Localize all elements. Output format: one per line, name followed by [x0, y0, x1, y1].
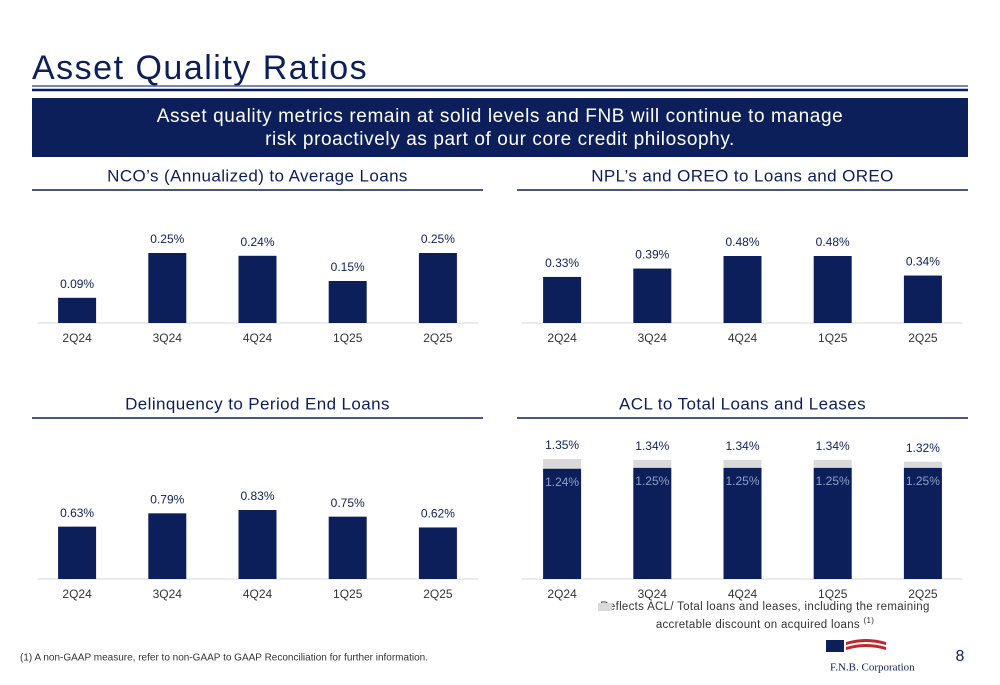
x-tick-label: 3Q24	[638, 587, 668, 601]
x-tick-label: 3Q24	[638, 331, 668, 345]
x-tick-label: 2Q24	[62, 331, 92, 345]
value-label: 0.25%	[150, 232, 184, 246]
value-label: 0.39%	[635, 248, 669, 262]
bar	[813, 467, 852, 579]
legend: Reflects ACL/ Total loans and leases, in…	[600, 600, 930, 632]
banner	[32, 98, 968, 157]
banner-line: risk proactively as part of our core cre…	[265, 129, 735, 150]
chart-title: ACL to Total Loans and Leases	[619, 394, 866, 413]
value-label: 1.35%	[545, 438, 579, 452]
value-label: 1.24%	[545, 475, 579, 489]
legend-note: (1)	[863, 616, 875, 625]
x-tick-label: 4Q24	[728, 331, 758, 345]
value-label: 1.34%	[816, 439, 850, 453]
value-label: 0.15%	[331, 260, 365, 274]
value-label: 1.25%	[816, 474, 850, 488]
x-tick-label: 2Q25	[908, 587, 938, 601]
value-label: 0.33%	[545, 256, 579, 270]
bar	[418, 253, 457, 323]
slide-title: Asset Quality Ratios	[32, 49, 368, 87]
x-tick-label: 1Q25	[333, 331, 363, 345]
chart-title: Delinquency to Period End Loans	[125, 394, 390, 413]
x-tick-label: 2Q25	[423, 331, 453, 345]
value-label: 1.34%	[635, 439, 669, 453]
value-label: 0.79%	[150, 492, 184, 506]
value-label: 1.25%	[725, 474, 759, 488]
value-label: 0.09%	[60, 277, 94, 291]
x-tick-label: 4Q24	[728, 587, 758, 601]
value-label: 0.75%	[331, 496, 365, 510]
bar	[633, 268, 672, 323]
bar	[238, 255, 277, 323]
chart-title: NPL’s and OREO to Loans and OREO	[591, 166, 894, 185]
bar	[58, 526, 97, 579]
value-label: 0.83%	[240, 489, 274, 503]
legend-swatch	[598, 603, 612, 611]
value-label: 0.62%	[421, 507, 455, 521]
bar	[328, 516, 367, 579]
page-number: 8	[956, 648, 965, 665]
legend-label: Reflects ACL/ Total loans and leases, in…	[600, 601, 930, 631]
x-tick-label: 2Q24	[62, 587, 92, 601]
value-label: 0.25%	[421, 232, 455, 246]
bar	[543, 276, 582, 323]
x-tick-label: 2Q24	[547, 331, 577, 345]
value-label: 1.32%	[906, 441, 940, 455]
bar	[148, 513, 187, 579]
logo-text: F.N.B. Corporation	[830, 662, 915, 674]
value-label: 0.24%	[240, 235, 274, 249]
legend-entry: Reflects ACL/ Total loans and leases, in…	[600, 600, 930, 632]
bar	[633, 467, 672, 579]
value-label: 0.34%	[906, 255, 940, 269]
value-label: 1.25%	[635, 474, 669, 488]
bar	[418, 527, 457, 579]
x-tick-label: 2Q25	[908, 331, 938, 345]
bar	[723, 256, 762, 323]
x-tick-label: 2Q25	[423, 587, 453, 601]
value-label: 1.25%	[906, 474, 940, 488]
x-tick-label: 4Q24	[243, 587, 273, 601]
value-label: 1.34%	[725, 439, 759, 453]
chart-title: NCO’s (Annualized) to Average Loans	[107, 166, 408, 185]
x-tick-label: 2Q24	[547, 587, 577, 601]
footnote: (1) A non-GAAP measure, refer to non-GAA…	[20, 653, 428, 664]
logo: F.N.B. Corporation	[826, 639, 915, 674]
x-tick-label: 3Q24	[153, 587, 183, 601]
bar	[543, 468, 582, 579]
bar	[58, 297, 97, 323]
value-label: 0.48%	[725, 235, 759, 249]
bar	[238, 510, 277, 579]
x-tick-label: 1Q25	[333, 587, 363, 601]
x-tick-label: 1Q25	[818, 587, 848, 601]
bar	[813, 256, 852, 323]
bar	[328, 281, 367, 323]
value-label: 0.63%	[60, 506, 94, 520]
bar	[903, 467, 942, 579]
banner-line: Asset quality metrics remain at solid le…	[157, 106, 844, 127]
x-tick-label: 1Q25	[818, 331, 848, 345]
value-label: 0.48%	[816, 235, 850, 249]
bar	[903, 275, 942, 323]
bar	[723, 467, 762, 579]
x-tick-label: 4Q24	[243, 331, 273, 345]
x-tick-label: 3Q24	[153, 331, 183, 345]
bar	[148, 253, 187, 323]
